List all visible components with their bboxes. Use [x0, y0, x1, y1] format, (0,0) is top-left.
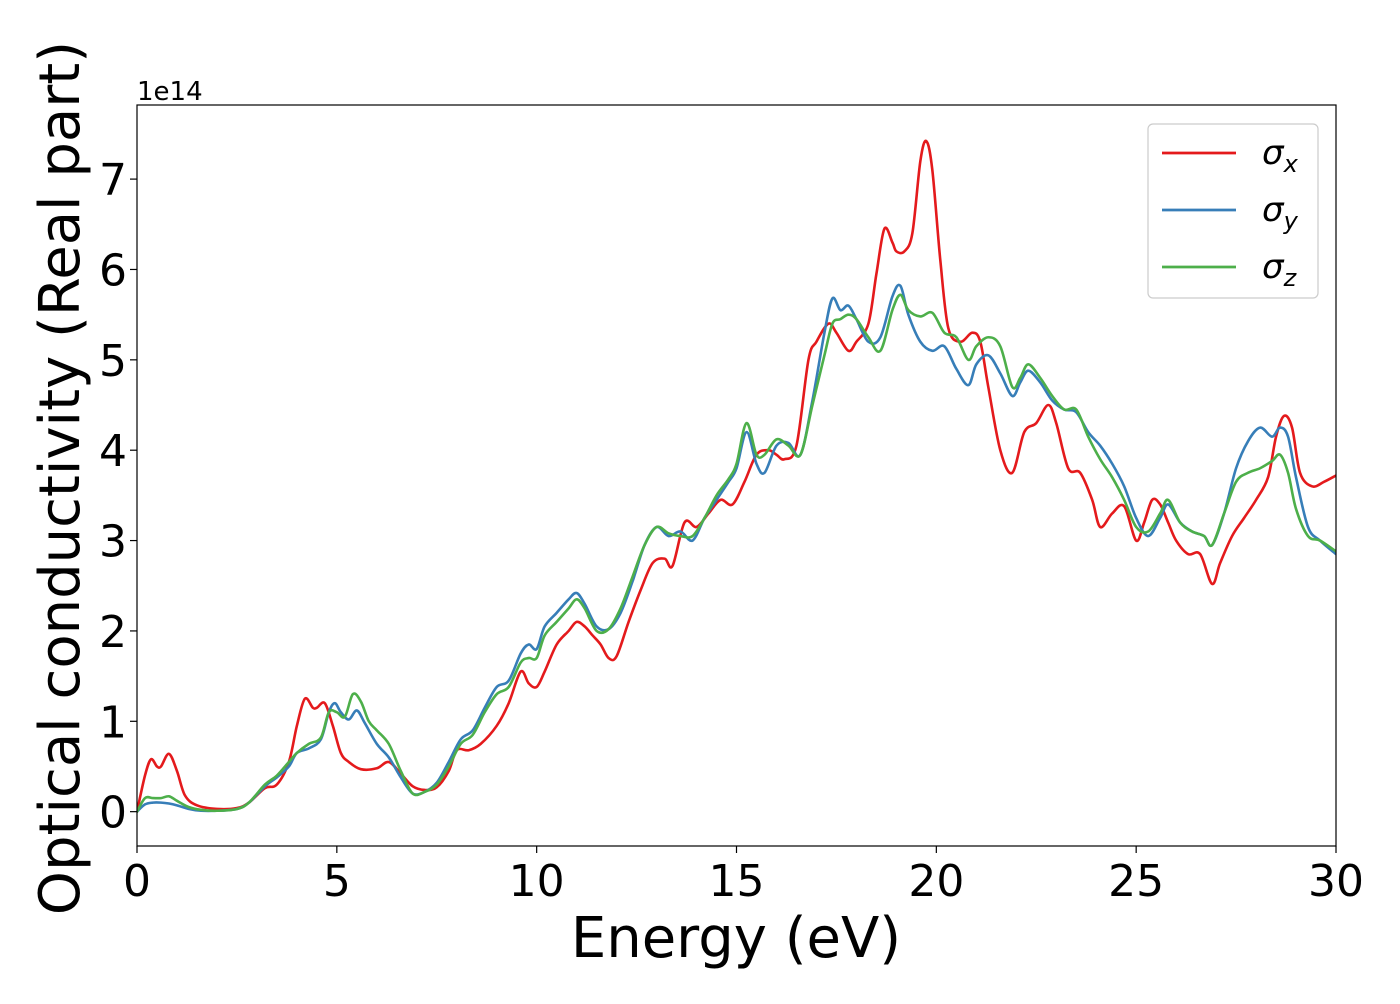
x-tick-label: 5 — [323, 856, 351, 907]
x-tick-label: 15 — [709, 856, 765, 907]
x-tick-label: 25 — [1108, 856, 1164, 907]
x-tick-label: 0 — [123, 856, 151, 907]
series-line-x — [137, 139, 1336, 813]
y-axis-offset-text: 1e14 — [137, 77, 203, 107]
legend: σx σy σz — [1147, 123, 1319, 299]
legend-label-y: σy — [1262, 190, 1299, 235]
y-tick-label: 7 — [99, 155, 127, 206]
x-axis-label: Energy (eV) — [571, 906, 901, 971]
y-tick-label: 0 — [99, 788, 127, 839]
series-line-z — [137, 293, 1336, 813]
series-line-y — [137, 283, 1336, 813]
y-tick-label: 6 — [99, 245, 127, 296]
y-tick-label: 3 — [99, 517, 127, 568]
y-tick-label: 2 — [99, 607, 127, 658]
y-tick-label: 1 — [99, 697, 127, 748]
y-axis-label: Optical conductivity (Real part) — [28, 41, 93, 915]
x-tick-label: 30 — [1308, 856, 1364, 907]
x-tick-label: 20 — [908, 856, 964, 907]
x-axis-ticks: 0 5 10 15 20 25 30 — [123, 846, 1364, 907]
y-tick-label: 5 — [99, 336, 127, 387]
legend-label-x: σx — [1262, 133, 1299, 178]
series-lines — [137, 139, 1336, 813]
x-tick-label: 10 — [509, 856, 565, 907]
y-axis-ticks: 0 1 2 3 4 5 6 7 — [99, 155, 137, 839]
legend-label-z: σz — [1262, 247, 1298, 292]
y-tick-label: 4 — [99, 426, 127, 477]
